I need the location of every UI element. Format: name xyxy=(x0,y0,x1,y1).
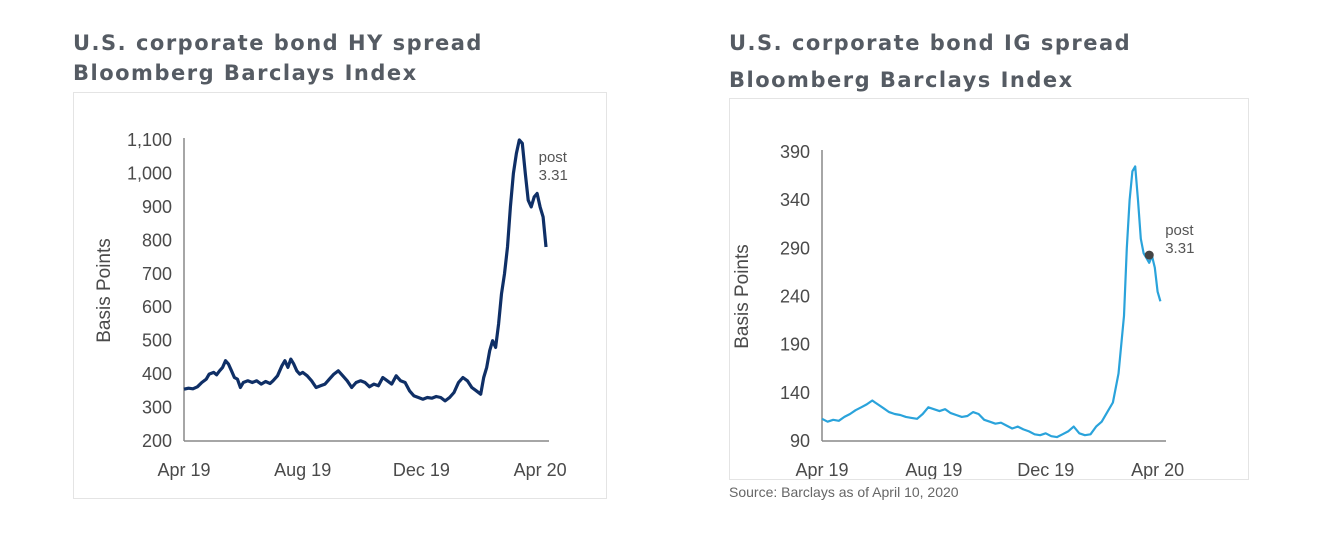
hy-y-tick-label: 600 xyxy=(142,297,172,317)
hy-y-tick-label: 400 xyxy=(142,364,172,384)
hy-y-tick-label: 500 xyxy=(142,331,172,351)
hy-annotation-line1: post xyxy=(539,149,568,166)
ig-chart-svg: 90 140 190 240 290 340 390 Apr 19 Aug 19 Dec 19 Ap… xyxy=(732,142,1194,479)
ig-y-axis-label: Basis Points xyxy=(732,244,753,349)
ig-y-tick-label: 390 xyxy=(780,142,810,162)
hy-chart-title-line1: U.S. corporate bond HY spread xyxy=(73,31,483,55)
ig-y-tick-label: 240 xyxy=(780,287,810,307)
ig-x-tick-label: Dec 19 xyxy=(1017,460,1074,479)
ig-chart-box: 90 140 190 240 290 340 390 Apr 19 Aug 19 Dec 19 Ap… xyxy=(729,98,1249,480)
hy-annotation-line2: 3.31 xyxy=(539,167,568,184)
ig-y-tick-label: 190 xyxy=(780,335,810,355)
hy-chart-box: 200 300 400 500 600 700 800 900 1,000 1,100 Apr 19… xyxy=(73,92,607,499)
ig-y-tick-label: 290 xyxy=(780,238,810,258)
hy-y-tick-label: 800 xyxy=(142,230,172,250)
ig-series-line xyxy=(821,165,1162,439)
hy-series-line xyxy=(183,138,548,403)
ig-x-tick-label: Apr 20 xyxy=(1131,460,1184,479)
hy-x-tick-label: Apr 20 xyxy=(514,460,567,480)
ig-y-tick-label: 140 xyxy=(780,383,810,403)
hy-y-tick-label: 200 xyxy=(142,431,172,451)
ig-x-tick-label: Apr 19 xyxy=(795,460,848,479)
hy-y-tick-label: 300 xyxy=(142,398,172,418)
source-note: Source: Barclays as of April 10, 2020 xyxy=(729,484,959,500)
hy-chart-title-line2: Bloomberg Barclays Index xyxy=(73,61,418,85)
hy-y-axis-label: Basis Points xyxy=(94,238,115,343)
hy-x-tick-label: Aug 19 xyxy=(274,460,331,480)
ig-annotation-marker xyxy=(1144,250,1154,260)
hy-chart-svg: 200 300 400 500 600 700 800 900 1,000 1,100 Apr 19… xyxy=(94,130,568,480)
hy-x-tick-label: Apr 19 xyxy=(157,460,210,480)
hy-x-tick-label: Dec 19 xyxy=(393,460,450,480)
ig-annotation-line1: post xyxy=(1165,222,1194,239)
ig-y-tick-label: 340 xyxy=(780,190,810,210)
hy-y-tick-label: 1,000 xyxy=(127,163,172,183)
hy-y-tick-label: 700 xyxy=(142,264,172,284)
ig-y-tick-label: 90 xyxy=(790,431,810,451)
ig-chart-title-line2: Bloomberg Barclays Index xyxy=(729,68,1074,92)
hy-y-tick-label: 900 xyxy=(142,197,172,217)
ig-x-tick-label: Aug 19 xyxy=(905,460,962,479)
hy-y-tick-label: 1,100 xyxy=(127,130,172,150)
ig-chart-title-line1: U.S. corporate bond IG spread xyxy=(729,31,1132,55)
ig-annotation-line2: 3.31 xyxy=(1165,240,1194,257)
